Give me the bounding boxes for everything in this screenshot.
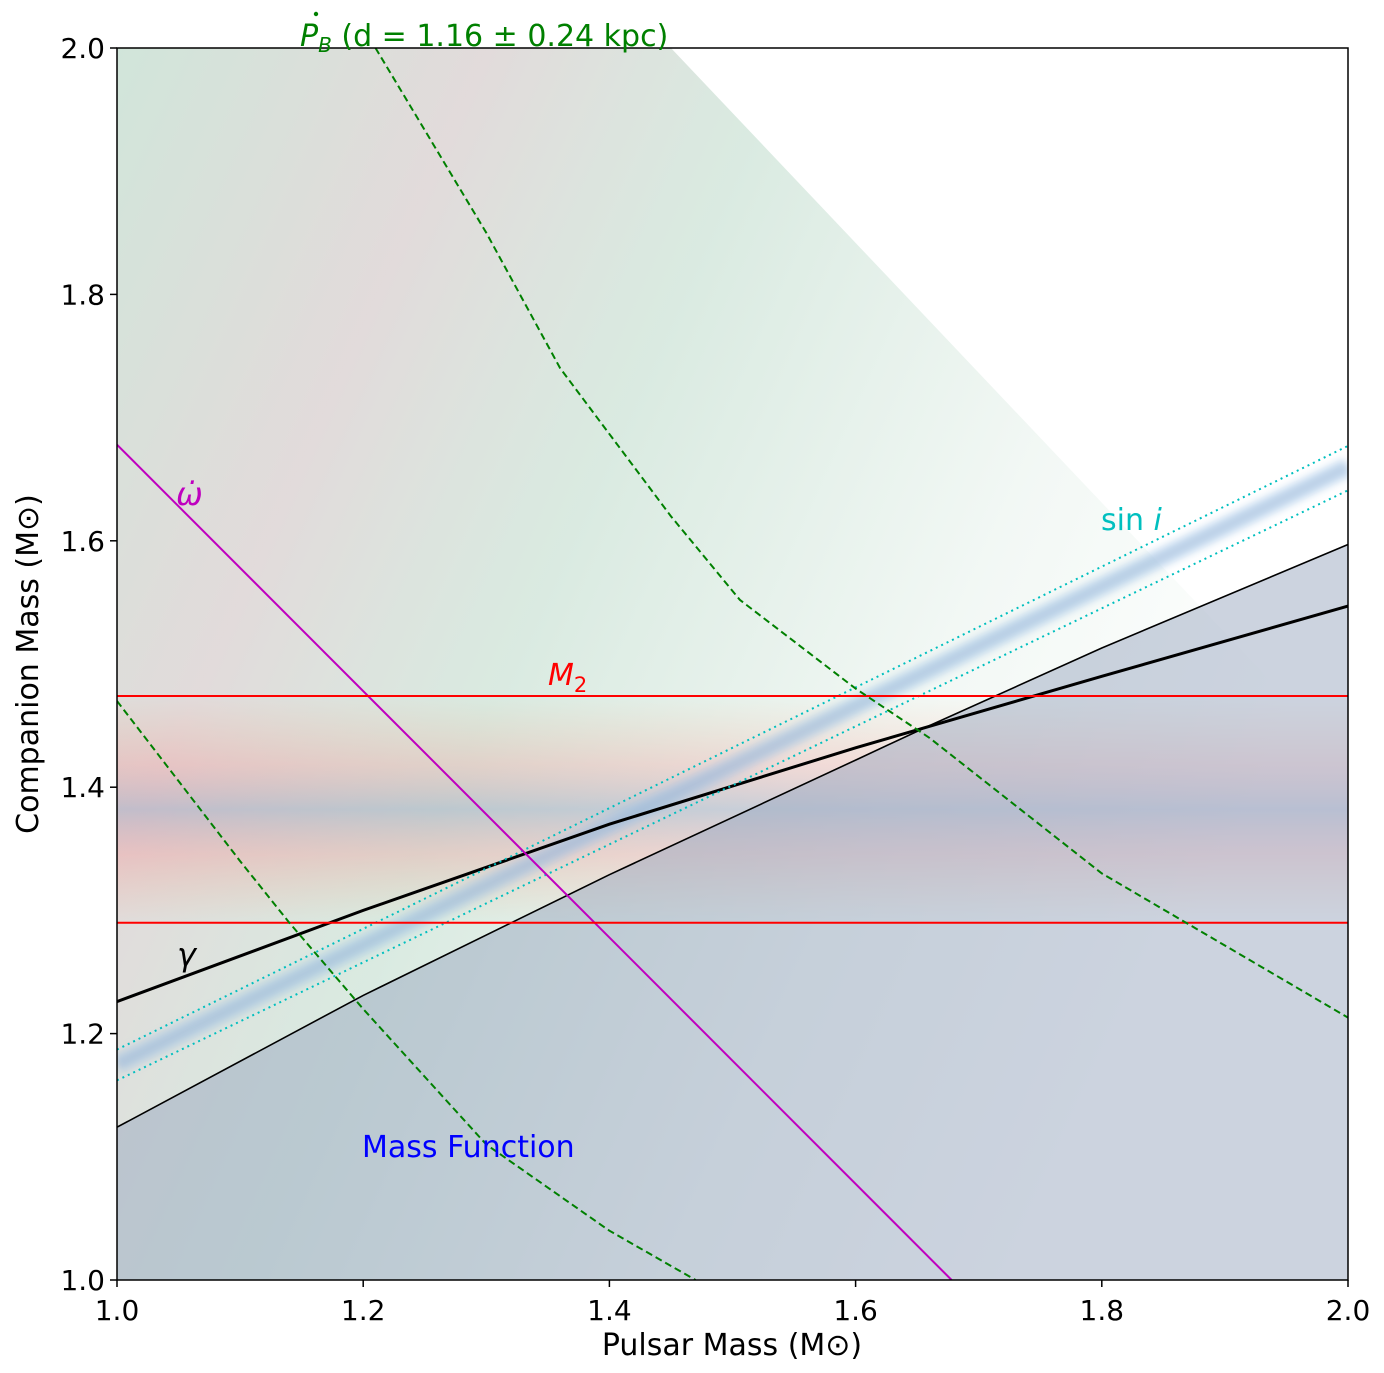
pb-label-dot [313,11,319,17]
gamma-label: γ [177,936,198,974]
x-tick-label: 1.6 [833,1294,878,1327]
omdot-line [117,443,953,1280]
y-tick-label: 1.2 [60,1018,105,1051]
x-axis-label: Pulsar Mass (M⊙) [602,1328,862,1363]
mass-function-excluded-region [117,544,1348,1280]
y-tick-label: 1.4 [60,771,105,804]
y-tick-label: 1.6 [60,525,105,558]
plot-frame [116,47,1349,1281]
mass-function-label: Mass Function [362,1130,575,1165]
sini-upper-line [117,445,1348,1051]
x-tick-label: 1.0 [95,1294,140,1327]
pb-upper-line [374,48,1348,1019]
pb-label: PB (d = 1.16 ± 0.24 kpc) [300,19,668,57]
x-tick-label: 1.8 [1080,1294,1125,1327]
x-tick-label: 1.2 [341,1294,386,1327]
omdot-label: ω̇ [176,475,203,513]
sini-label: sin i [1101,503,1163,538]
y-axis-label: Companion Mass (M⊙) [11,494,46,834]
y-tick-label: 1.8 [60,278,105,311]
pb-lower-line [117,700,697,1280]
mass-function-line [117,543,1348,1128]
x-tick-label: 2.0 [1326,1294,1371,1327]
x-tick-label: 1.4 [587,1294,632,1327]
sini-band-core [117,465,1348,1066]
m2-label: M2 [548,658,587,697]
y-tick-label: 2.0 [60,32,105,65]
y-tick-label: 1.0 [60,1264,105,1297]
gamma-line [117,604,1348,1004]
